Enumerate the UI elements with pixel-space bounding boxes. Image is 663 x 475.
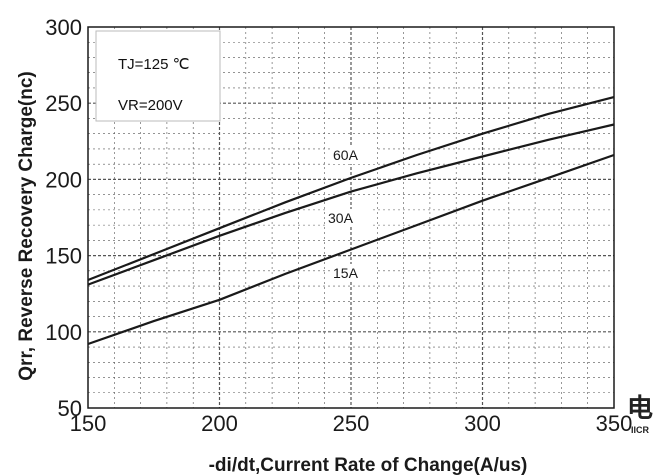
x-axis-title: -di/dt,Current Rate of Change(A/us): [209, 455, 528, 475]
brand-logo: 电 IICR: [627, 393, 653, 435]
conditions-box-bg: [95, 30, 221, 122]
y-tick-label: 200: [45, 167, 82, 192]
series-line-60a: [87, 96, 615, 282]
series-label-30a: 30A: [328, 210, 354, 226]
y-tick-label: 100: [45, 320, 82, 345]
y-axis-title: Qrr, Reverse Recovery Charge(nc): [16, 71, 37, 380]
logo-glyph: 电: [627, 393, 653, 423]
series-labels: 60A 30A 15A: [326, 146, 375, 282]
y-tick-label: 250: [45, 91, 82, 116]
logo-caption: IICR: [631, 425, 650, 435]
x-tick-label: 250: [333, 411, 370, 436]
conditions-box: TJ=125 ℃ VR=200V: [95, 30, 221, 122]
series-label-bg-30a: [326, 209, 370, 227]
x-tick-label: 350: [596, 411, 633, 436]
tick-labels: 150 200 250 300 350 50 100 150 200 250 300: [45, 15, 632, 436]
y-tick-label: 300: [45, 15, 82, 40]
series-line-15a: [87, 153, 615, 346]
y-tick-label: 150: [45, 244, 82, 269]
x-tick-label: 200: [201, 411, 238, 436]
series-line-30a: [87, 123, 615, 286]
y-tick-label: 50: [58, 396, 82, 421]
series-label-bg-60a: [331, 146, 375, 164]
x-tick-label: 150: [70, 411, 107, 436]
series-lines: [87, 96, 615, 346]
plot-frame: [87, 26, 615, 409]
series-label-15a: 15A: [333, 265, 359, 281]
series-label-bg-15a: [331, 264, 375, 282]
x-tick-label: 300: [464, 411, 501, 436]
condition-voltage: VR=200V: [118, 97, 183, 114]
series-label-60a: 60A: [333, 147, 359, 163]
condition-temperature: TJ=125 ℃: [118, 56, 189, 73]
